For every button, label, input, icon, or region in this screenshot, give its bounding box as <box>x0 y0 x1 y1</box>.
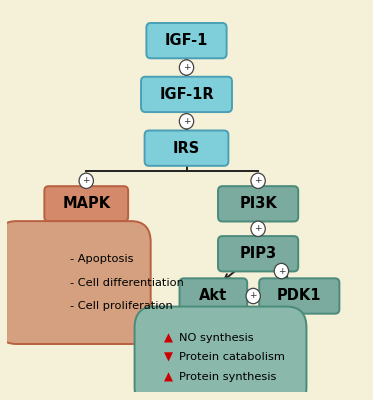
Text: +: + <box>183 63 190 72</box>
Text: IGF-1: IGF-1 <box>165 33 208 48</box>
FancyBboxPatch shape <box>44 186 128 222</box>
Circle shape <box>274 263 289 279</box>
Circle shape <box>79 173 93 188</box>
FancyBboxPatch shape <box>146 23 227 58</box>
Text: +: + <box>82 176 90 185</box>
Text: PIP3: PIP3 <box>239 246 277 261</box>
Circle shape <box>246 288 260 304</box>
FancyBboxPatch shape <box>179 278 247 314</box>
Text: - Cell differentiation: - Cell differentiation <box>70 278 184 288</box>
Circle shape <box>179 114 194 129</box>
Circle shape <box>251 173 265 188</box>
Circle shape <box>179 60 194 75</box>
Text: +: + <box>278 266 285 276</box>
Text: - Cell proliferation: - Cell proliferation <box>70 301 173 311</box>
Text: ▲: ▲ <box>164 370 173 383</box>
Text: ▲: ▲ <box>164 332 173 345</box>
FancyBboxPatch shape <box>145 130 228 166</box>
Text: PI3K: PI3K <box>239 196 277 211</box>
Text: - Apoptosis: - Apoptosis <box>70 254 134 264</box>
FancyBboxPatch shape <box>218 186 298 222</box>
Text: NO synthesis: NO synthesis <box>179 333 254 343</box>
FancyBboxPatch shape <box>0 221 151 344</box>
Text: +: + <box>183 117 190 126</box>
Text: ▼: ▼ <box>164 351 173 364</box>
FancyBboxPatch shape <box>135 306 307 400</box>
Circle shape <box>251 221 265 236</box>
Text: IGF-1R: IGF-1R <box>159 87 214 102</box>
Text: +: + <box>250 292 257 300</box>
FancyBboxPatch shape <box>141 77 232 112</box>
FancyBboxPatch shape <box>259 278 339 314</box>
Text: +: + <box>254 176 262 185</box>
Text: Protein synthesis: Protein synthesis <box>179 372 277 382</box>
Text: MAPK: MAPK <box>62 196 110 211</box>
Text: PDK1: PDK1 <box>277 288 322 304</box>
FancyBboxPatch shape <box>218 236 298 272</box>
Text: IRS: IRS <box>173 141 200 156</box>
Text: Protein catabolism: Protein catabolism <box>179 352 285 362</box>
Text: Akt: Akt <box>199 288 228 304</box>
Text: +: + <box>254 224 262 233</box>
